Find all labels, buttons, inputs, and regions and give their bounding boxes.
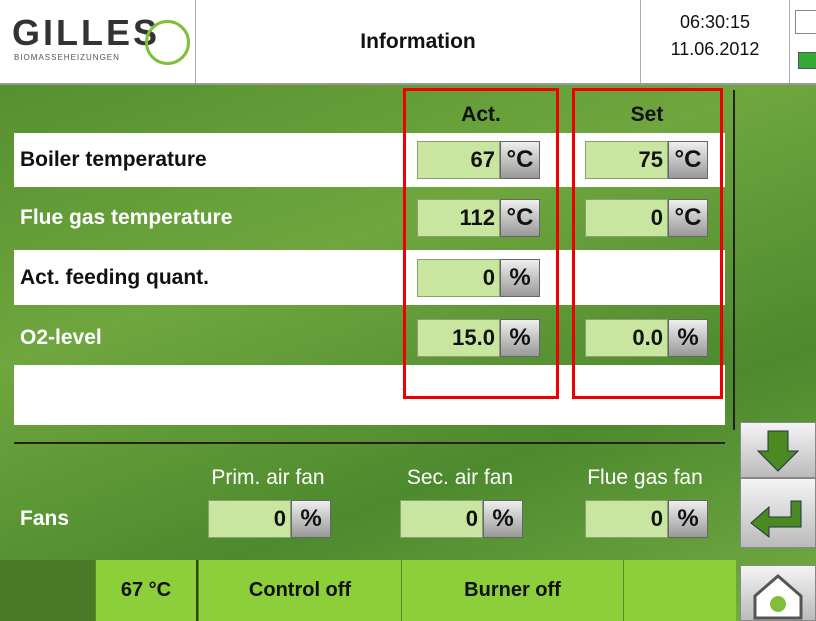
value: 67 (417, 141, 500, 179)
unit-button[interactable]: °C (500, 199, 540, 237)
value: 75 (585, 141, 668, 179)
value-field: 0.0% (585, 319, 708, 357)
status-empty (623, 560, 736, 621)
page-title: Information (360, 30, 476, 53)
header (0, 0, 816, 85)
fan-name: Sec. air fan (406, 466, 514, 489)
indicator (795, 10, 816, 34)
unit-button[interactable]: % (291, 500, 331, 538)
fan-name: Flue gas fan (587, 466, 703, 489)
value: 15.0 (417, 319, 500, 357)
divider (14, 442, 725, 444)
value: 0.0 (585, 319, 668, 357)
logo-sub: BIOMASSEHEIZUNGEN (14, 53, 120, 62)
scroll-down-button[interactable] (740, 422, 816, 478)
value-field: 67 °C (417, 141, 540, 179)
datetime: 06:30:15 11.06.2012 (640, 0, 790, 83)
column-header: Set (630, 103, 664, 126)
row-band (14, 250, 725, 305)
unit-button[interactable]: % (500, 259, 540, 297)
row-label: O2-level (20, 326, 102, 349)
back-button[interactable] (740, 478, 816, 548)
status-control: Control off (198, 560, 401, 621)
highlight (403, 88, 559, 399)
value-field: 15.0% (417, 319, 540, 357)
divider (733, 90, 735, 430)
value: 112 (417, 199, 500, 237)
date: 11.06.2012 (670, 39, 760, 59)
indicator (798, 52, 816, 69)
row-label: Boiler temperature (20, 148, 207, 171)
value-field: 0% (417, 259, 540, 297)
value-field: 112 °C (417, 199, 540, 237)
value-field: 0% (400, 500, 523, 538)
unit-button[interactable]: % (483, 500, 523, 538)
unit-button[interactable]: % (668, 319, 708, 357)
value-field: 0 °C (585, 199, 708, 237)
value: 0 (400, 500, 483, 538)
row-label: Flue gas temperature (20, 206, 233, 229)
row-band (14, 365, 725, 425)
divider (195, 0, 196, 83)
unit-button[interactable]: % (668, 500, 708, 538)
unit-button[interactable]: °C (668, 141, 708, 179)
value: 0 (585, 500, 668, 538)
unit-button[interactable]: °C (500, 141, 540, 179)
time: 06:30:15 (679, 12, 751, 32)
column-header: Act. (461, 103, 501, 126)
value: 0 (208, 500, 291, 538)
row-label: Act. feeding quant. (20, 266, 209, 289)
status-burner: Burner off (401, 560, 623, 621)
value-field: 0% (208, 500, 331, 538)
status-temp: 67 °C (95, 560, 199, 621)
unit-button[interactable]: % (500, 319, 540, 357)
logo: GILLES (12, 12, 161, 53)
fan-name: Prim. air fan (211, 466, 325, 489)
value-field: 0% (585, 500, 708, 538)
value: 0 (417, 259, 500, 297)
value: 0 (585, 199, 668, 237)
logo-icon (145, 20, 190, 65)
home-button[interactable] (740, 565, 816, 621)
value-field: 75 °C (585, 141, 708, 179)
fans-label: Fans (20, 507, 70, 530)
status-left (0, 560, 95, 621)
highlight (572, 88, 723, 399)
unit-button[interactable]: °C (668, 199, 708, 237)
